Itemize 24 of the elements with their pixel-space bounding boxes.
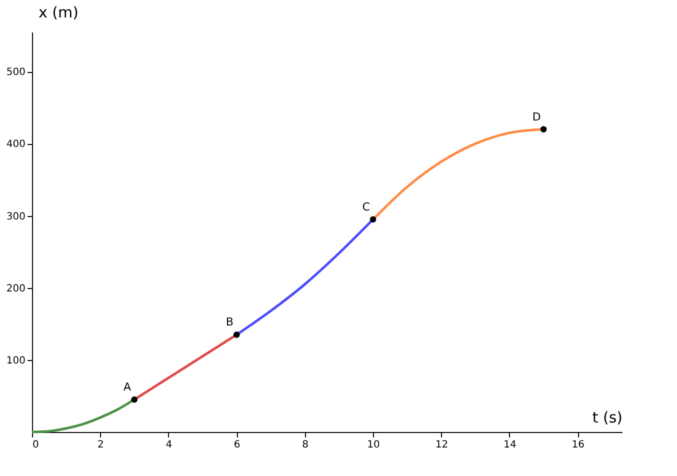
point	[540, 126, 547, 132]
annotation: D	[532, 110, 541, 124]
y-tick-label: 100	[6, 355, 26, 366]
x-tick-label: 4	[166, 440, 172, 450]
annotation: C	[362, 200, 370, 214]
y-axis-title: x (m)	[38, 4, 78, 22]
x-tick-label: 0	[32, 440, 39, 450]
x-axis-title: t (s)	[592, 408, 622, 426]
point	[131, 396, 138, 403]
x-tick-label: 10	[367, 440, 380, 450]
point	[370, 216, 376, 223]
y-tick-label: 400	[6, 139, 26, 150]
y-tick-label: 500	[6, 67, 26, 78]
x-tick-label: 12	[435, 440, 448, 450]
x-tick-label: 8	[302, 440, 309, 450]
x-tick-label: 16	[572, 440, 585, 450]
annotation: A	[124, 380, 132, 394]
x-tick-label: 14	[504, 440, 516, 450]
x-tick-label: 2	[98, 440, 104, 450]
y-tick-label: 300	[6, 211, 26, 222]
point	[233, 332, 240, 338]
annotation: B	[226, 316, 234, 329]
y-tick-label: 200	[6, 283, 26, 294]
x-tick-label: 6	[234, 440, 240, 450]
